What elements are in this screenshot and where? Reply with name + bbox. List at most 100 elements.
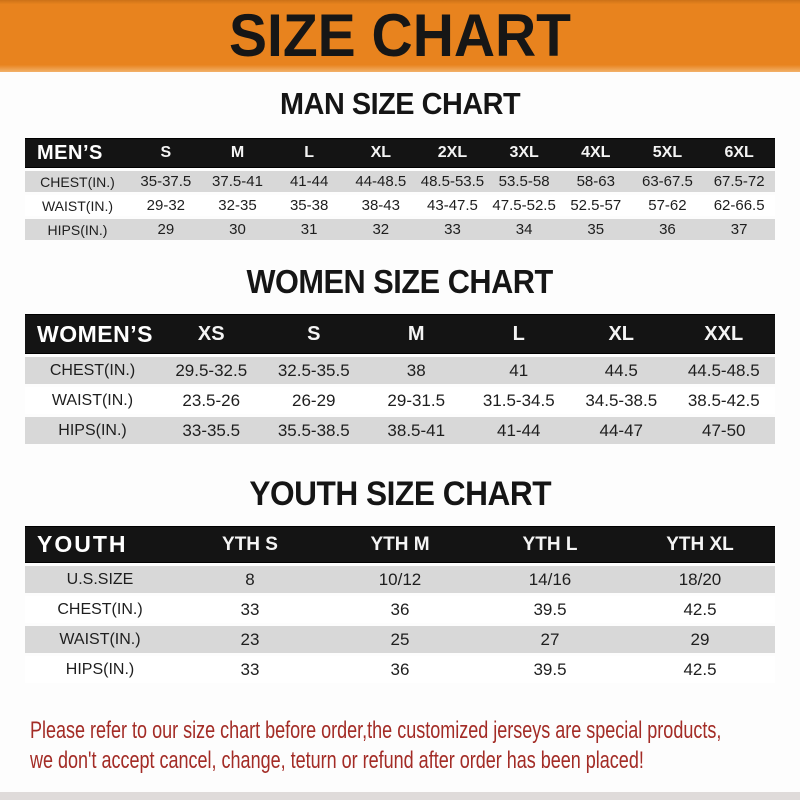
size-cell: 42.5	[625, 596, 775, 623]
size-cell: 29-31.5	[365, 387, 468, 414]
size-cell: 36	[325, 596, 475, 623]
disclaimer-line-2: we don't accept cancel, change, teturn o…	[30, 747, 644, 774]
size-cell: 38.5-42.5	[672, 387, 775, 414]
size-cell: 32-35	[201, 195, 274, 216]
size-cell: 52.5-57	[559, 195, 632, 216]
size-cell: 33	[175, 656, 325, 683]
women-section-title-text: WOMEN SIZE CHART	[246, 263, 554, 300]
size-cell: 67.5-72	[703, 171, 775, 192]
size-cell: 39.5	[475, 656, 625, 683]
size-cell: 26-29	[262, 387, 365, 414]
column-header: YTH S	[175, 526, 325, 563]
table-row: WAIST(IN.) 23.5-26 26-29 29-31.5 31.5-34.5 34…	[25, 387, 775, 414]
column-header: 3XL	[488, 138, 560, 168]
man-section-title-text: MAN SIZE CHART	[279, 86, 521, 121]
column-header: XS	[160, 314, 263, 354]
column-header: XL	[344, 138, 417, 168]
size-cell: 35-38	[273, 195, 345, 216]
column-header: XXL	[672, 314, 775, 354]
size-cell: 36	[631, 219, 704, 240]
row-label: CHEST(IN.)	[25, 357, 160, 384]
column-header: L	[467, 314, 570, 354]
disclaimer-line-1: Please refer to our size chart before or…	[30, 717, 722, 744]
size-cell: 29	[625, 626, 775, 653]
column-header: XL	[570, 314, 673, 354]
column-header: YTH M	[325, 526, 475, 563]
row-label: CHEST(IN.)	[25, 171, 130, 192]
size-chart-banner: SIZE CHART	[0, 0, 800, 72]
column-header: M	[201, 138, 274, 168]
size-cell: 53.5-58	[488, 171, 560, 192]
size-cell: 44-48.5	[344, 171, 417, 192]
size-cell: 39.5	[475, 596, 625, 623]
size-cell: 29.5-32.5	[160, 357, 263, 384]
table-row: WAIST(IN.) 23 25 27 29	[25, 626, 775, 653]
table-row: HIPS(IN.) 33-35.5 35.5-38.5 38.5-41 41-44 44-…	[25, 417, 775, 444]
size-cell: 35	[559, 219, 632, 240]
youth-section-title: YOUTH SIZE CHART	[0, 476, 800, 512]
size-cell: 47-50	[672, 417, 775, 444]
size-cell: 42.5	[625, 656, 775, 683]
column-header: YTH L	[475, 526, 625, 563]
row-label: HIPS(IN.)	[25, 417, 160, 444]
size-cell: 34.5-38.5	[570, 387, 673, 414]
size-cell: 44.5-48.5	[672, 357, 775, 384]
size-cell: 32	[344, 219, 417, 240]
size-cell: 31.5-34.5	[467, 387, 570, 414]
column-header: S	[130, 138, 202, 168]
size-cell: 29-32	[130, 195, 202, 216]
men-header-row: MEN’S S M L XL 2XL 3XL 4XL 5XL 6XL	[25, 138, 775, 168]
size-cell: 38.5-41	[365, 417, 468, 444]
size-cell: 30	[201, 219, 274, 240]
size-cell: 18/20	[625, 566, 775, 593]
size-cell: 33-35.5	[160, 417, 263, 444]
size-cell: 29	[130, 219, 202, 240]
size-cell: 35-37.5	[130, 171, 202, 192]
women-size-table: WOMEN’S XS S M L XL XXL CHEST(IN.) 29.5-32.5 32…	[25, 311, 775, 447]
size-cell: 25	[325, 626, 475, 653]
column-header: M	[365, 314, 468, 354]
man-section-title: MAN SIZE CHART	[0, 88, 800, 120]
size-cell: 10/12	[325, 566, 475, 593]
size-cell: 37	[703, 219, 775, 240]
size-cell: 27	[475, 626, 625, 653]
table-row: WAIST(IN.) 29-32 32-35 35-38 38-43 43-47.5 47.…	[25, 195, 775, 216]
size-cell: 33	[175, 596, 325, 623]
size-cell: 41-44	[273, 171, 345, 192]
size-cell: 44-47	[570, 417, 673, 444]
size-cell: 63-67.5	[631, 171, 704, 192]
table-row: HIPS(IN.) 33 36 39.5 42.5	[25, 656, 775, 683]
column-header: 4XL	[559, 138, 632, 168]
column-header: S	[262, 314, 365, 354]
size-cell: 38-43	[344, 195, 417, 216]
column-header: 6XL	[703, 138, 775, 168]
size-cell: 44.5	[570, 357, 673, 384]
row-label: HIPS(IN.)	[25, 656, 175, 683]
size-cell: 31	[273, 219, 345, 240]
table-row: HIPS(IN.) 29 30 31 32 33 34 35 36 37	[25, 219, 775, 240]
size-cell: 36	[325, 656, 475, 683]
size-cell: 48.5-53.5	[416, 171, 489, 192]
men-header-label: MEN’S	[25, 138, 130, 168]
bottom-border-strip	[0, 792, 800, 800]
size-cell: 33	[416, 219, 489, 240]
size-cell: 8	[175, 566, 325, 593]
table-row: CHEST(IN.) 29.5-32.5 32.5-35.5 38 41 44.5 44.5…	[25, 357, 775, 384]
column-header: 2XL	[416, 138, 489, 168]
size-cell: 38	[365, 357, 468, 384]
women-header-row: WOMEN’S XS S M L XL XXL	[25, 314, 775, 354]
size-cell: 32.5-35.5	[262, 357, 365, 384]
column-header: YTH XL	[625, 526, 775, 563]
size-cell: 43-47.5	[416, 195, 489, 216]
size-cell: 14/16	[475, 566, 625, 593]
youth-header-row: YOUTH YTH S YTH M YTH L YTH XL	[25, 526, 775, 563]
table-row: CHEST(IN.) 35-37.5 37.5-41 41-44 44-48.5 48.5…	[25, 171, 775, 192]
row-label: WAIST(IN.)	[25, 195, 130, 216]
column-header: L	[273, 138, 345, 168]
size-cell: 57-62	[631, 195, 704, 216]
size-cell: 37.5-41	[201, 171, 274, 192]
men-size-table: MEN’S S M L XL 2XL 3XL 4XL 5XL 6XL CHEST(IN.) 35-…	[25, 135, 775, 243]
row-label: U.S.SIZE	[25, 566, 175, 593]
size-cell: 41	[467, 357, 570, 384]
table-row: U.S.SIZE 8 10/12 14/16 18/20	[25, 566, 775, 593]
